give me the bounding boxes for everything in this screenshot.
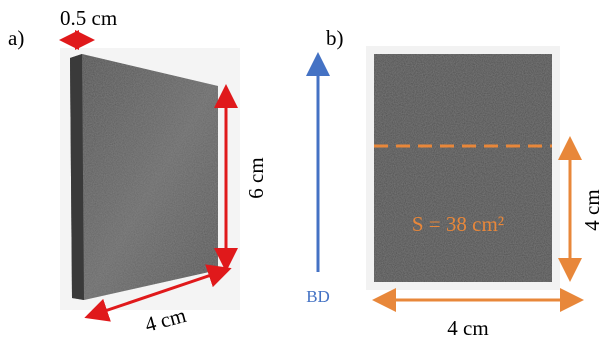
area-label: S = 38 cm² (412, 212, 504, 236)
panel-a: a) 0.5 cm 6 cm 4 cm (8, 6, 268, 337)
figure: a) 0.5 cm 6 cm 4 cm b) BD S = 38 cm² 4 c… (0, 0, 604, 351)
thickness-label: 0.5 cm (60, 6, 117, 30)
panel-label: a) (8, 26, 24, 50)
build-direction-label: BD (306, 287, 330, 306)
height-label: 6 cm (244, 157, 268, 198)
plate-edge (70, 54, 84, 300)
width-label: 4 cm (447, 316, 488, 340)
plate (70, 54, 218, 300)
panel-label: b) (326, 26, 344, 50)
panel-b: b) BD S = 38 cm² 4 cm 4 cm (306, 26, 604, 340)
height-label: 4 cm (580, 189, 604, 230)
plate (374, 54, 552, 282)
